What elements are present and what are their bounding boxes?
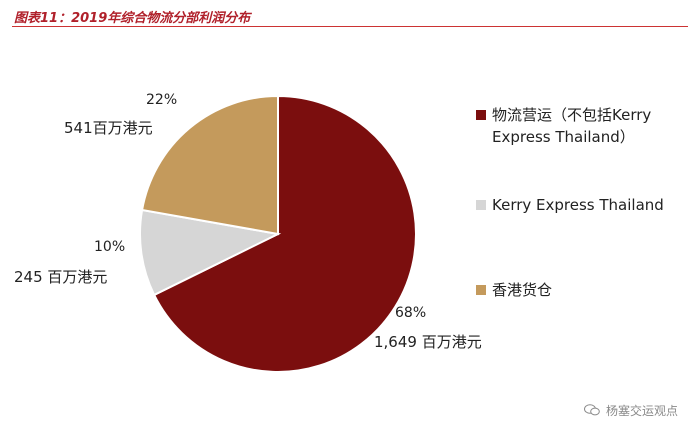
slice-logistics [152, 94, 417, 373]
title-divider [12, 26, 688, 27]
legend-swatch-hk-warehouse [476, 285, 486, 295]
slice-amount-label: 1,649 百万港元 [374, 333, 482, 351]
legend-swatch-logistics [476, 110, 486, 120]
legend-item-logistics: 物流营运（不包括Kerry Express Thailand） [492, 106, 652, 146]
watermark-text: 杨塞交运观点 [605, 404, 678, 418]
watermark: 杨塞交运观点 [583, 402, 678, 419]
slice-amount-label: 541百万港元 [64, 119, 153, 137]
wechat-icon [583, 404, 600, 416]
slice-hk-warehouse [140, 94, 279, 236]
chart-title: 图表11：2019年综合物流分部利润分布 [14, 11, 251, 26]
slice-kerry-express [139, 208, 282, 297]
slice-percent-label: 10% [94, 239, 126, 255]
slice-percent-label: 68% [395, 305, 427, 321]
legend-item-hk-warehouse: 香港货仓 [492, 281, 553, 299]
legend-item-kerry-express: Kerry Express Thailand [492, 196, 664, 214]
legend-swatch-kerry-express [476, 200, 486, 210]
slice-amount-label: 245 百万港元 [14, 268, 108, 286]
slice-percent-label: 22% [146, 92, 178, 108]
